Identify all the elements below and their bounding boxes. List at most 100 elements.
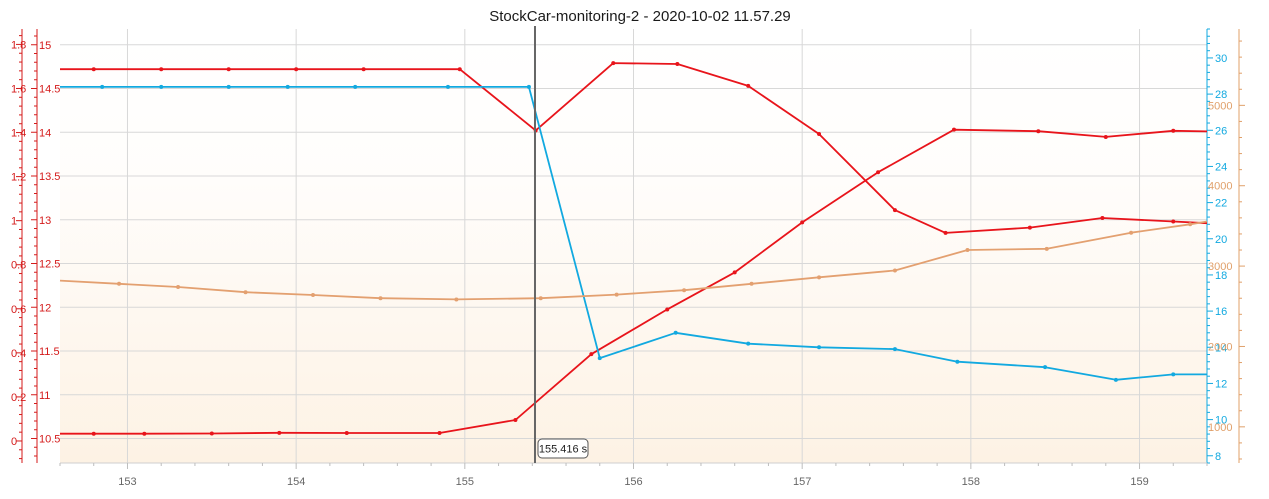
data-point xyxy=(611,61,616,66)
axis-tick-label-right_inner: 10 xyxy=(1215,415,1227,427)
data-point xyxy=(1100,216,1105,220)
data-point xyxy=(1044,246,1049,251)
axis-tick-label-right_inner: 14 xyxy=(1215,342,1227,354)
data-point xyxy=(437,431,442,436)
data-point xyxy=(943,230,948,235)
series-line-3 xyxy=(59,220,1208,301)
axis-tick-label-right_inner: 8 xyxy=(1215,451,1221,463)
data-point xyxy=(892,347,897,352)
series-line-2 xyxy=(60,86,1207,381)
axis-tick-label-right_inner: 28 xyxy=(1215,89,1227,101)
x-tick-label: 154 xyxy=(287,476,305,488)
data-point xyxy=(226,67,231,72)
data-point xyxy=(892,208,897,213)
chart-title: StockCar-monitoring-2 - 2020-10-02 11.57… xyxy=(489,8,791,25)
data-point xyxy=(951,127,956,132)
data-point xyxy=(597,356,602,361)
x-tick-label: 153 xyxy=(118,476,136,488)
data-point xyxy=(955,359,960,364)
axis-tick-label-left_inner: 15 xyxy=(39,40,51,52)
axis-tick-label-right_inner: 24 xyxy=(1215,161,1227,173)
data-point xyxy=(538,296,543,301)
axis-tick-label-left_inner: 13.5 xyxy=(39,171,60,183)
data-point xyxy=(665,307,670,312)
axis-tick-label-left_outer: 0.4 xyxy=(11,348,26,360)
cursor-label-box xyxy=(537,438,589,459)
axis-tick-label-left_inner: 13 xyxy=(39,215,51,227)
data-point xyxy=(378,296,383,301)
axis-tick-label-left_inner: 11.5 xyxy=(39,346,60,358)
axis-tick-label-right_outer: 2000 xyxy=(1208,341,1232,353)
data-point xyxy=(817,275,822,280)
data-point xyxy=(457,67,462,72)
axis-tick-label-left_outer: 0 xyxy=(11,436,17,448)
axis-tick-label-right_outer: 3000 xyxy=(1208,261,1232,273)
axis-tick-label-right_inner: 12 xyxy=(1215,378,1227,390)
data-point xyxy=(1188,222,1193,227)
axis-tick-label-left_inner: 14.5 xyxy=(39,84,60,96)
axis-tick-label-left_inner: 10.5 xyxy=(39,434,60,446)
data-point xyxy=(526,84,531,89)
axis-tick-label-left_inner: 12.5 xyxy=(39,259,60,271)
data-point xyxy=(1171,372,1176,377)
data-point xyxy=(311,293,316,298)
x-tick-label: 155 xyxy=(456,476,474,488)
data-point xyxy=(294,67,299,72)
data-point xyxy=(91,67,96,72)
data-point xyxy=(1036,129,1041,134)
data-point xyxy=(1171,219,1176,224)
data-point xyxy=(159,84,164,89)
axis-tick-label-right_inner: 18 xyxy=(1215,270,1227,282)
data-point xyxy=(876,170,881,175)
axis-tick-label-right_inner: 26 xyxy=(1215,125,1227,137)
axis-tick-label-left_inner: 12 xyxy=(39,302,51,314)
data-point xyxy=(746,83,751,88)
data-point xyxy=(673,330,678,335)
axis-tick-label-left_outer: 1.2 xyxy=(11,172,26,184)
data-point xyxy=(159,67,164,72)
data-point xyxy=(176,284,181,289)
data-point xyxy=(746,341,751,346)
data-point xyxy=(285,84,290,89)
axis-tick-label-right_outer: 5000 xyxy=(1208,100,1232,112)
data-point xyxy=(1113,377,1118,382)
data-point xyxy=(1103,134,1108,139)
data-point xyxy=(965,248,970,253)
data-point xyxy=(892,268,897,273)
data-point xyxy=(91,431,96,436)
x-tick-label: 158 xyxy=(962,476,980,488)
data-point xyxy=(513,418,518,423)
data-point xyxy=(675,62,680,66)
axis-tick-label-left_inner: 14 xyxy=(39,127,51,139)
cursor-label: 155.416 s xyxy=(539,444,588,456)
axis-tick-label-left_outer: 1.8 xyxy=(11,39,26,51)
axis-tick-label-right_inner: 30 xyxy=(1215,53,1227,65)
data-point xyxy=(614,292,619,297)
data-point xyxy=(361,67,366,72)
data-point xyxy=(1129,230,1134,235)
data-point xyxy=(589,352,594,357)
axis-tick-label-left_outer: 1 xyxy=(11,216,17,228)
axis-tick-label-right_inner: 16 xyxy=(1215,306,1227,318)
axis-tick-label-right_outer: 4000 xyxy=(1208,181,1232,193)
series-line-1 xyxy=(60,62,1208,234)
axis-tick-label-left_outer: 0.6 xyxy=(11,304,26,316)
x-tick-label: 157 xyxy=(793,476,811,488)
axis-tick-label-left_outer: 0.2 xyxy=(11,392,26,404)
data-point xyxy=(682,288,687,293)
data-point xyxy=(1043,365,1048,370)
axis-tick-label-left_inner: 11 xyxy=(39,390,50,402)
axis-tick-label-right_outer: 1000 xyxy=(1208,422,1232,434)
axis-tick-label-left_outer: 1.6 xyxy=(11,83,26,95)
data-point xyxy=(142,431,147,436)
data-point xyxy=(209,431,214,436)
data-point xyxy=(100,84,105,89)
data-point xyxy=(732,270,737,275)
data-point xyxy=(353,84,358,89)
data-point xyxy=(454,297,459,302)
axis-tick-label-right_inner: 20 xyxy=(1215,234,1227,246)
data-point xyxy=(117,281,122,286)
axis-tick-label-left_outer: 0.8 xyxy=(11,260,26,272)
